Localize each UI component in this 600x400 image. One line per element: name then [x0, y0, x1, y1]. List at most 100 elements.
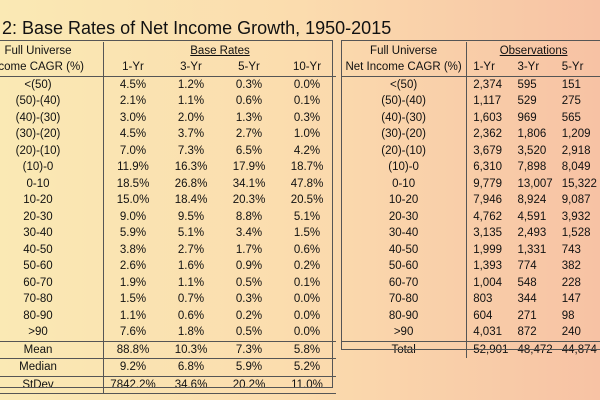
left-table-row: 0-10 18.5% 26.8% 34.1% 47.8%	[0, 175, 336, 192]
left-table-label: 30-40	[0, 225, 104, 242]
left-summary-value: 9.2%	[103, 358, 162, 377]
right-table-value: 595	[517, 78, 537, 91]
left-table-row: 30-40 5.9% 5.1% 3.4% 1.5%	[0, 225, 336, 242]
left-table-value: 5.1%	[293, 210, 321, 223]
left-table-value: 3.7%	[177, 128, 205, 141]
right-table-value: 529	[517, 95, 537, 108]
right-table-value: 1,999	[473, 243, 502, 256]
right-table-value: 872	[511, 324, 556, 342]
right-table-value: 4,762	[473, 210, 502, 223]
left-table-value: 9.5%	[177, 210, 205, 223]
right-total-value: 48,472	[517, 343, 553, 356]
right-table-value: 344	[517, 293, 537, 306]
right-table-row: (30)-(20) 2,362 1,806 1,209	[341, 126, 600, 143]
left-table-value: 18.4%	[174, 194, 208, 207]
left-table-value: 2.7%	[235, 128, 263, 141]
left-table-value: 18.5%	[116, 177, 150, 190]
left-table-value: 0.0%	[293, 293, 321, 306]
left-summary-value: 7.3%	[220, 341, 278, 359]
right-total-row: Total 52,901 48,472 44,874	[341, 341, 600, 358]
right-table-row: (20)-(10) 3,679 3,520 2,918	[341, 142, 600, 159]
right-table-label: 40-50	[341, 241, 468, 258]
left-table-label: 50-60	[0, 258, 104, 275]
left-summary-value: 5.2%	[278, 358, 336, 377]
right-table-value: 2,493	[517, 227, 547, 240]
left-table-value: 7.3%	[177, 144, 205, 157]
left-table-value: 4.5%	[119, 128, 147, 141]
right-col-1yr: 1-Yr	[466, 59, 512, 77]
right-table-value: 969	[517, 111, 537, 124]
right-table-value: 1,603	[473, 111, 502, 124]
left-table-value: 20.5%	[290, 194, 324, 207]
right-table-value: 3,679	[473, 144, 502, 157]
right-table-value: 7,898	[517, 161, 547, 174]
left-table-value: 7.0%	[119, 144, 147, 157]
right-table-row: 30-40 3,135 2,493 1,528	[341, 225, 600, 242]
left-summary-value: 11.0%	[278, 376, 336, 394]
right-table-row: >90 4,031 872 240	[341, 324, 600, 342]
left-table-value: 1.8%	[162, 324, 220, 342]
left-table-value: 1.9%	[119, 276, 147, 289]
left-col-header: ncome CAGR (%)	[0, 59, 104, 77]
left-table-label: (40)-(30)	[0, 109, 104, 126]
left-table-value: 18.7%	[290, 161, 324, 174]
left-table-value: 4.5%	[119, 78, 147, 91]
left-table-value: 0.6%	[177, 309, 205, 322]
left-table-value: 6.5%	[235, 144, 263, 157]
left-summary-row: Median 9.2% 6.8% 5.9% 5.2%	[0, 358, 336, 377]
left-table-row: 20-30 9.0% 9.5% 8.8% 5.1%	[0, 208, 336, 225]
right-table-value: 743	[561, 243, 581, 256]
right-table-label: 20-30	[341, 208, 468, 225]
right-table-value: 604	[473, 309, 493, 322]
left-table-value: 1.1%	[119, 309, 147, 322]
left-table-value: 2.0%	[177, 111, 205, 124]
left-table-value: 2.7%	[177, 243, 205, 256]
left-table-value: 0.2%	[293, 260, 321, 273]
left-table-value: 8.8%	[235, 210, 263, 223]
left-table-label: 70-80	[0, 291, 104, 308]
left-table-value: 0.7%	[177, 293, 205, 306]
left-table-label: 20-30	[0, 208, 104, 225]
right-table-value: 2,374	[473, 78, 502, 91]
left-table-value: 20.3%	[232, 194, 266, 207]
left-table-value: 47.8%	[290, 177, 324, 190]
left-summary-value: 5.8%	[278, 341, 336, 359]
left-table-row: 10-20 15.0% 18.4% 20.3% 20.5%	[0, 192, 336, 209]
left-table-label: (10)-0	[0, 159, 104, 176]
left-table-value: 4.2%	[293, 144, 321, 157]
right-table-row: (50)-(40) 1,117 529 275	[341, 93, 600, 110]
observations-table: Full Universe Observations Net Income CA…	[341, 42, 600, 358]
right-table-row: (10)-0 6,310 7,898 8,049	[341, 159, 600, 176]
left-table-value: 5.1%	[177, 227, 205, 240]
right-table-value: 774	[517, 260, 537, 273]
left-table-label: >90	[0, 324, 104, 342]
right-table-label: 70-80	[341, 291, 468, 308]
left-table-value: 9.0%	[119, 210, 147, 223]
right-total-label: Total	[341, 341, 468, 358]
right-table-label: <(50)	[341, 76, 468, 93]
right-table-label: 10-20	[341, 192, 468, 209]
left-table-row: >90 7.6% 1.8% 0.5% 0.0%	[0, 324, 336, 342]
left-table-value: 1.7%	[235, 243, 263, 256]
right-table-value: 4,031	[466, 324, 512, 342]
left-table-value: 1.0%	[293, 128, 321, 141]
left-summary-value: 20.2%	[220, 376, 278, 394]
right-table-label: (50)-(40)	[341, 93, 468, 110]
right-total-value: 44,874	[561, 343, 597, 356]
left-table-value: 2.1%	[119, 95, 147, 108]
right-table-value: 271	[517, 309, 537, 322]
left-summary-row: Mean 88.8% 10.3% 7.3% 5.8%	[0, 341, 336, 359]
left-summary-label: Mean	[0, 341, 104, 359]
left-table-value: 34.1%	[232, 177, 266, 190]
left-summary-label: StDev	[0, 376, 104, 394]
left-table-value: 1.1%	[177, 276, 205, 289]
right-table-label: >90	[341, 324, 468, 342]
left-table-label: (20)-(10)	[0, 142, 104, 159]
left-table-value: 0.6%	[293, 243, 321, 256]
left-table-value: 3.8%	[119, 243, 147, 256]
right-col-3yr: 3-Yr	[511, 59, 556, 77]
left-col-3yr: 3-Yr	[162, 59, 220, 77]
left-table-label: (50)-(40)	[0, 93, 104, 110]
right-table-label: 0-10	[341, 175, 468, 192]
left-table-label: <(50)	[0, 76, 104, 93]
